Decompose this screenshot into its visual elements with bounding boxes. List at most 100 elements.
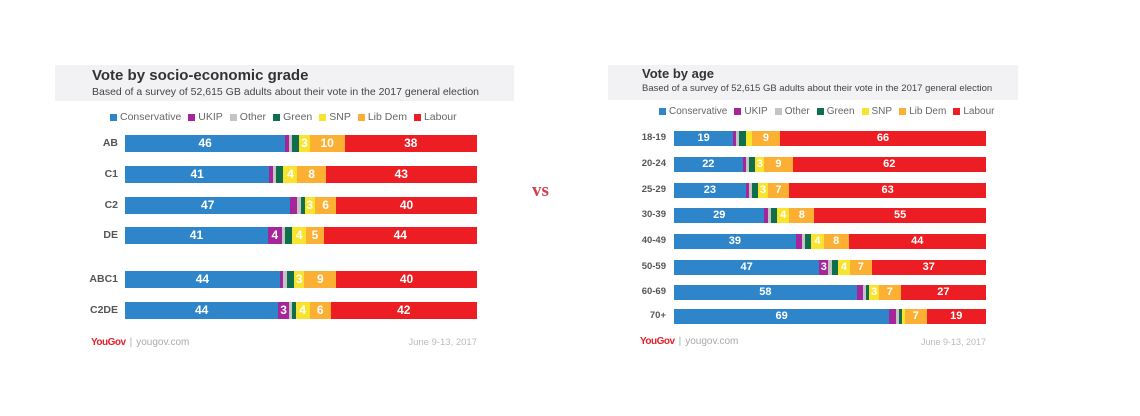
- bar-segment-labour: 19: [926, 309, 986, 324]
- stacked-bar: 39 4 8 44: [674, 234, 986, 249]
- legend-swatch: [816, 108, 824, 116]
- legend-swatch: [273, 113, 281, 121]
- stacked-bar: 41 4 8 43: [125, 166, 477, 183]
- bar-segment-other: [288, 135, 293, 152]
- bar-segment-snp: 4: [292, 227, 307, 244]
- bar-segment-conservative: 44: [125, 302, 279, 319]
- bar-segment-conservative: 47: [674, 260, 820, 275]
- data-label: 55: [894, 209, 907, 221]
- legend-item: Conservative: [110, 111, 181, 123]
- legend-label: Conservative: [669, 106, 728, 117]
- data-label: 3: [820, 261, 827, 273]
- stacked-bar: 46 3 10 38: [125, 135, 477, 152]
- bar-segment-conservative: 23: [674, 183, 746, 198]
- bar-segment-snp: 3: [869, 285, 879, 300]
- data-label: 3: [301, 136, 308, 150]
- data-label: 3: [759, 184, 766, 196]
- bar-segment-other: [863, 285, 867, 300]
- data-label: 10: [320, 136, 334, 150]
- data-label: 37: [922, 261, 935, 273]
- data-label: 40: [399, 272, 414, 286]
- stacked-bar: 47 3 4 7 37: [674, 260, 986, 275]
- bar-segment-ukip: 3: [278, 302, 289, 319]
- data-label: 47: [201, 198, 215, 212]
- legend-swatch: [861, 108, 869, 116]
- legend-swatch: [659, 108, 666, 116]
- data-label: 4: [299, 303, 307, 317]
- legend-swatch: [319, 113, 327, 121]
- bar-segment-snp: 3: [304, 197, 316, 214]
- category-label: C1: [104, 168, 118, 181]
- bar-segment-other: [297, 197, 301, 214]
- bar-segment-ukip: [269, 166, 273, 183]
- bar-segment-other: [736, 131, 740, 146]
- data-label: 39: [728, 235, 741, 247]
- bar-segment-ukip: [742, 157, 746, 172]
- legend-label: Labour: [423, 111, 457, 123]
- category-label: DE: [103, 229, 118, 242]
- bar-segment-snp: 3: [299, 135, 310, 152]
- chart-title: Vote by age: [642, 66, 715, 81]
- data-label: 23: [703, 184, 716, 196]
- stacked-bar: 19 9 66: [674, 131, 986, 146]
- legend-swatch: [188, 113, 196, 121]
- footer-divider: |: [129, 337, 133, 348]
- bar-segment-green: [751, 183, 759, 198]
- yougov-logo: YouGov: [91, 337, 126, 348]
- footer-divider: |: [678, 336, 682, 347]
- bar-segment-green: [292, 135, 300, 152]
- data-label: 41: [189, 228, 204, 242]
- legend-swatch: [734, 108, 742, 116]
- data-label: 6: [316, 303, 324, 317]
- category-label: 30-39: [641, 208, 666, 220]
- data-label: 22: [702, 158, 715, 170]
- category-label: 25-29: [641, 183, 666, 195]
- bar-segment-lib-dem: 8: [297, 166, 326, 183]
- stacked-bar: 69 7 19: [674, 309, 986, 324]
- data-label: 47: [740, 261, 753, 273]
- data-label: 58: [759, 286, 772, 298]
- bar-segment-ukip: [279, 271, 284, 288]
- legend-label: UKIP: [744, 106, 768, 117]
- legend-item: Other: [229, 111, 266, 123]
- bar-segment-ukip: [285, 135, 289, 152]
- bar-segment-labour: 44: [848, 234, 986, 249]
- data-label: 3: [280, 303, 287, 317]
- data-label: 29: [713, 209, 726, 221]
- stacked-bar: 58 3 7 27: [674, 285, 986, 300]
- data-label: 38: [404, 136, 418, 150]
- bar-segment-labour: 40: [336, 197, 477, 214]
- bar-segment-labour: 66: [780, 131, 986, 146]
- data-label: 9: [762, 132, 770, 144]
- bar-segment-lib-dem: 9: [764, 157, 793, 172]
- data-label: 6: [322, 198, 329, 212]
- bar-segment-other: [288, 302, 293, 319]
- bar-segment-lib-dem: 10: [309, 135, 345, 152]
- data-label: 3: [756, 158, 763, 170]
- data-label: 40: [399, 198, 414, 212]
- bar-segment-conservative: 19: [674, 131, 734, 146]
- bar-segment-snp: 3: [755, 157, 765, 172]
- data-label: 44: [393, 228, 407, 242]
- data-label: 3: [306, 198, 314, 212]
- source-link[interactable]: yougov.com: [685, 336, 739, 347]
- bar-segment-snp: 3: [758, 183, 768, 198]
- bar-segment-conservative: 47: [125, 197, 291, 214]
- bar-segment-lib-dem: 5: [306, 227, 324, 244]
- stacked-bar: 44 3 4 6 42: [125, 302, 477, 319]
- bar-segment-ukip: 4: [267, 227, 282, 244]
- source-link[interactable]: yougov.com: [136, 337, 190, 348]
- bar-segment-green: [770, 208, 777, 223]
- bar-segment-other: [283, 271, 287, 288]
- category-label: C2: [104, 199, 118, 212]
- chart-subtitle: Based of a survey of 52,615 GB adults ab…: [92, 86, 480, 98]
- bar-segment-green: [898, 309, 902, 324]
- category-label: 18-19: [641, 131, 666, 143]
- survey-date: June 9-13, 2017: [920, 337, 986, 347]
- data-label: 9: [316, 272, 324, 286]
- legend-label: Lib Dem: [909, 106, 947, 117]
- data-label: 5: [311, 228, 319, 242]
- category-label: AB: [102, 137, 118, 150]
- legend-swatch: [229, 113, 237, 121]
- legend-label: SNP: [329, 111, 351, 123]
